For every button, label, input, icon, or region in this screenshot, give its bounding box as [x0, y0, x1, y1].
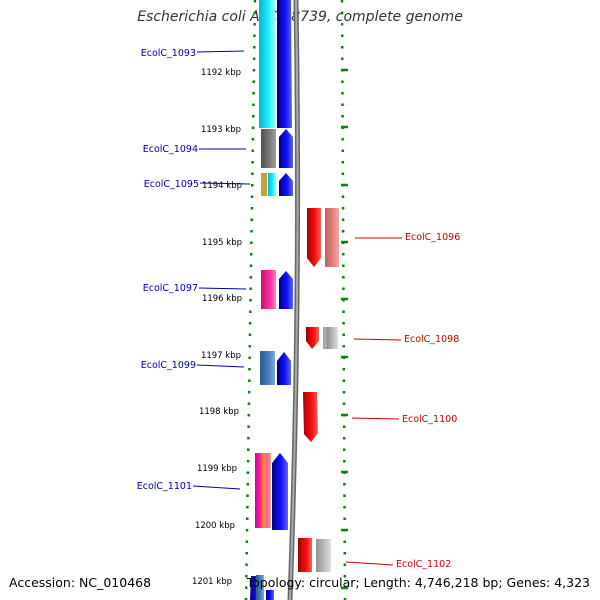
tick-label-1195: 1195 kbp	[202, 238, 242, 248]
cog-box-1093	[259, 0, 275, 128]
cog-box-1097	[261, 270, 276, 309]
reverse-gene-1100	[303, 392, 318, 442]
cog-box-1102	[316, 539, 331, 572]
cog-box-1095a	[261, 173, 267, 196]
gene-label-1099: EcolC_1099	[141, 360, 196, 371]
forward-gene-1095	[279, 173, 293, 196]
gene-label-1100: EcolC_1100	[402, 414, 457, 425]
gene-label-1094: EcolC_1094	[143, 144, 198, 155]
cog-box-1094	[261, 129, 276, 168]
cog-box-1103	[256, 575, 264, 600]
tick-label-1196: 1196 kbp	[202, 294, 242, 304]
cog-box-1096	[325, 208, 339, 267]
reverse-gene-1096	[307, 208, 321, 267]
outer-ticks	[341, 68, 348, 590]
tick-label-1197: 1197 kbp	[201, 351, 241, 361]
cog-box-1099	[260, 351, 275, 385]
left-gene-labels: EcolC_1093 EcolC_1094 EcolC_1095 EcolC_1…	[137, 48, 199, 492]
forward-gene-1099	[277, 352, 291, 385]
gene-label-1093: EcolC_1093	[141, 48, 196, 59]
forward-gene-1103b	[266, 590, 274, 600]
gene-label-1095: EcolC_1095	[144, 179, 199, 190]
gene-label-1098: EcolC_1098	[404, 334, 459, 345]
cog-box-1098a	[323, 327, 327, 349]
cog-box-1101	[255, 453, 271, 528]
forward-gene-1094	[279, 129, 293, 168]
gene-label-1097: EcolC_1097	[143, 283, 198, 294]
right-leaders	[345, 237, 402, 566]
inner-ring-dots	[244, 0, 257, 600]
gene-label-1101: EcolC_1101	[137, 481, 192, 492]
gene-label-1102: EcolC_1102	[396, 559, 451, 570]
cog-box-1098b	[327, 327, 338, 349]
tick-label-1198: 1198 kbp	[199, 407, 239, 417]
tick-label-1194: 1194 kbp	[202, 181, 242, 191]
forward-gene-1093	[277, 0, 292, 128]
tick-label-1201: 1201 kbp	[192, 577, 232, 587]
tick-label-1193: 1193 kbp	[201, 125, 241, 135]
forward-gene-1101	[272, 453, 288, 530]
right-gene-labels: EcolC_1096 EcolC_1098 EcolC_1100 EcolC_1…	[396, 232, 460, 570]
tick-label-1199: 1199 kbp	[197, 464, 237, 474]
tick-labels: 1192 kbp 1193 kbp 1194 kbp 1195 kbp 1196…	[192, 68, 242, 587]
reverse-gene-1098	[306, 327, 319, 349]
accession-text: Accession: NC_010468	[9, 575, 152, 590]
gene-label-1096: EcolC_1096	[405, 232, 460, 243]
tick-label-1200: 1200 kbp	[195, 521, 235, 531]
tick-label-1192: 1192 kbp	[201, 68, 241, 78]
topology-text: Topology: circular; Length: 4,746,218 bp…	[246, 575, 590, 590]
reverse-gene-1102	[298, 538, 312, 572]
forward-gene-1097	[279, 271, 293, 309]
map-title: Escherichia coli ATCC 8739, complete gen…	[137, 9, 463, 25]
cog-box-1095b	[268, 173, 276, 196]
left-leaders	[192, 50, 251, 490]
